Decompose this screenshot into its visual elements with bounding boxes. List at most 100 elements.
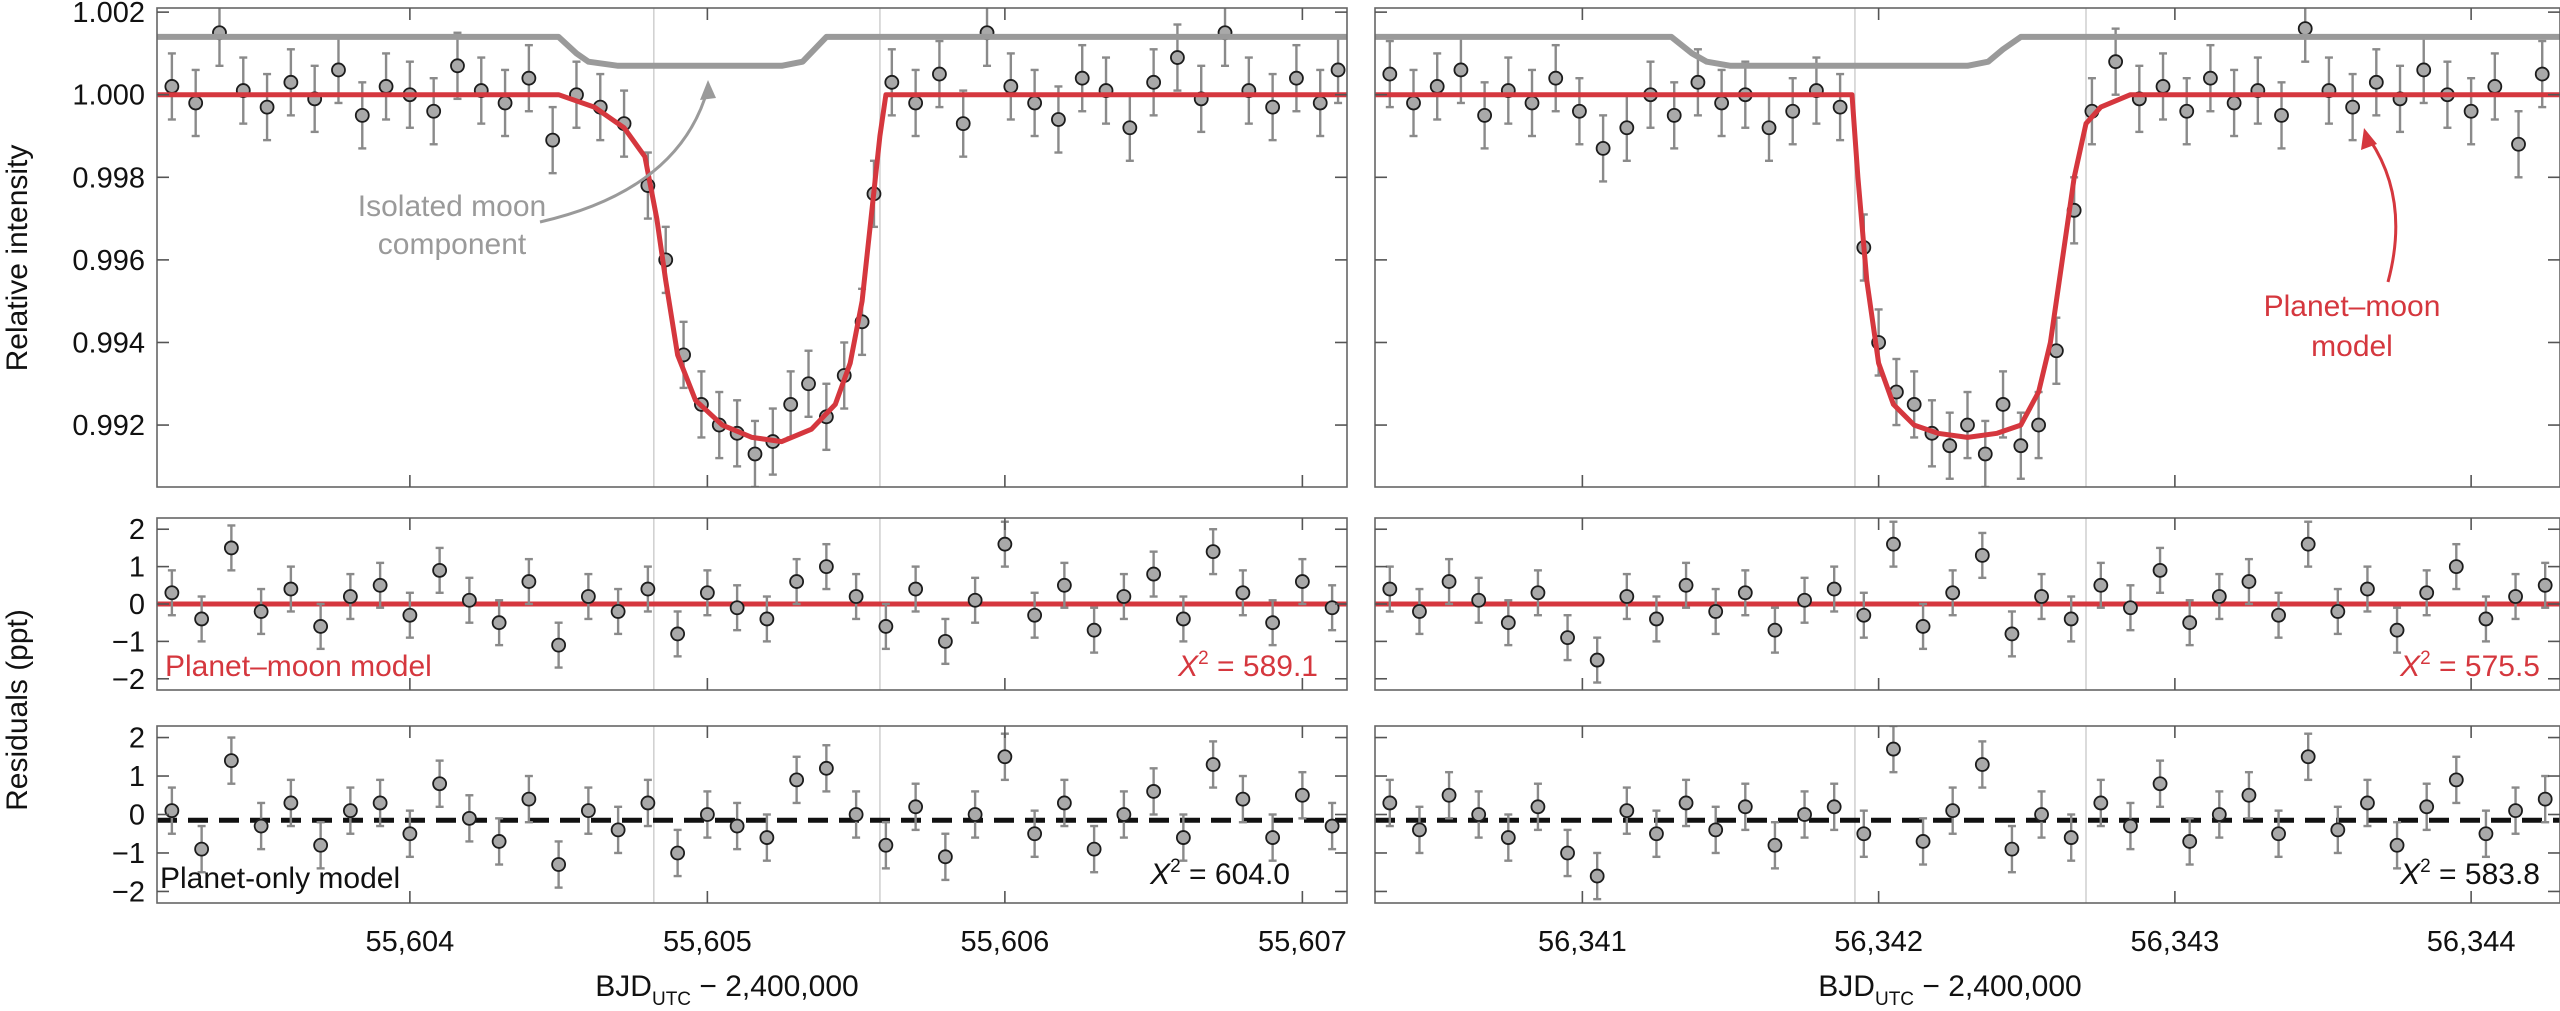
data-point [1915,619,1931,634]
moon-component-curve [157,33,1347,69]
data-point [450,58,465,74]
data-point [2241,787,2257,803]
data-point [2274,107,2289,123]
data-point [1906,397,1922,412]
panel-plot-area [1375,8,2560,487]
data-point [1382,795,1398,811]
data-point [402,607,418,623]
data-point [1708,604,1724,619]
data-point [426,103,442,119]
data-point [551,857,567,872]
moon-component-annotation-line1: Isolated moon [358,190,546,223]
data-point [1265,830,1281,845]
data-point [2300,749,2316,765]
data-point [2182,615,2198,631]
data-point [1235,585,1251,601]
data-point [2448,559,2464,575]
data-point [1051,112,1066,127]
data-point [729,818,745,834]
data-point [1886,741,1901,757]
panel-plot-area [1375,726,2560,903]
y-tick-label: 2 [129,723,145,755]
data-point [1074,70,1090,86]
data-point [1500,830,1516,845]
data-point [2360,795,2375,811]
data-point [640,795,656,811]
data-point [497,95,513,111]
planet-moon-model-annotation-line1: Planet–moon [2264,290,2441,323]
data-point [2013,438,2029,454]
left-top-panel: 0.992 0.994 0.996 0.998 1.000 1.002 [72,0,1348,488]
data-point [1589,652,1605,668]
data-point [932,66,947,82]
data-point [2300,536,2316,552]
x-axis-title-rest: − 2,400,000 [1914,970,2082,1003]
data-point [1619,589,1635,604]
data-point [1205,544,1221,560]
data-point [1175,611,1191,627]
x-axis-title-rest: − 2,400,000 [691,970,859,1003]
planet-moon-model-curve [157,92,1347,445]
data-point [1406,95,1421,111]
data-point [2093,795,2109,811]
data-point [1530,799,1546,815]
data-point [2063,830,2079,845]
data-point [1146,566,1162,582]
data-point [1412,604,1427,619]
data-point [2182,834,2198,849]
data-point [1175,830,1191,845]
data-point [2093,577,2109,593]
data-point [2241,574,2257,589]
data-point [884,74,900,90]
chi2-left-planet-only: X2 = 604.0 [1149,856,1290,891]
data-point [1086,622,1102,638]
data-point [1767,622,1783,638]
data-point [2155,79,2171,94]
data-point [1649,826,1664,842]
planet-moon-model-curve [1375,92,2560,440]
data-point [1441,574,1457,589]
data-point [253,818,269,834]
data-point [2108,54,2124,70]
data-point [1294,574,1310,589]
planet-only-model-label: Planet-only model [160,862,400,895]
data-point [259,99,275,115]
data-point [1761,120,1777,136]
x-tick-label: 55,606 [961,926,1050,958]
data-point [1714,95,1730,111]
moon-component-annotation-line2: component [378,228,527,261]
data-point [580,803,596,819]
data-point [1945,585,1961,601]
moon-component-curve [1375,33,2560,69]
data-point [908,95,924,111]
y-tick-label: 0.996 [72,245,145,277]
data-point [1056,795,1072,811]
data-point [2152,562,2168,578]
data-point [313,837,329,853]
data-point [491,834,507,849]
chi2-value: 575.5 [2465,650,2540,683]
data-point [402,826,418,842]
data-point [1324,600,1340,616]
data-point [194,841,210,857]
y-tick-label: −2 [112,876,145,908]
data-point [2063,611,2079,627]
data-point [2031,417,2046,433]
data-point [2463,103,2479,119]
panels-group: 0.9920.9940.9960.9981.0001.002−2−1012−2−… [72,0,2560,958]
right-planet-moon-residuals-panel [1374,517,2560,691]
y-tick-label: 2 [129,514,145,546]
data-point [610,822,626,838]
data-point [545,132,561,148]
data-point [2508,803,2523,819]
data-point [1560,630,1575,646]
x-axis-title-main: BJD [1818,970,1875,1003]
data-point [2508,589,2523,604]
data-point [1027,95,1043,111]
data-point [354,107,370,123]
data-point [2537,791,2553,807]
data-point [1382,581,1398,597]
moon-component-arrow [539,87,710,224]
data-point [1146,784,1162,799]
data-point [1294,787,1310,803]
